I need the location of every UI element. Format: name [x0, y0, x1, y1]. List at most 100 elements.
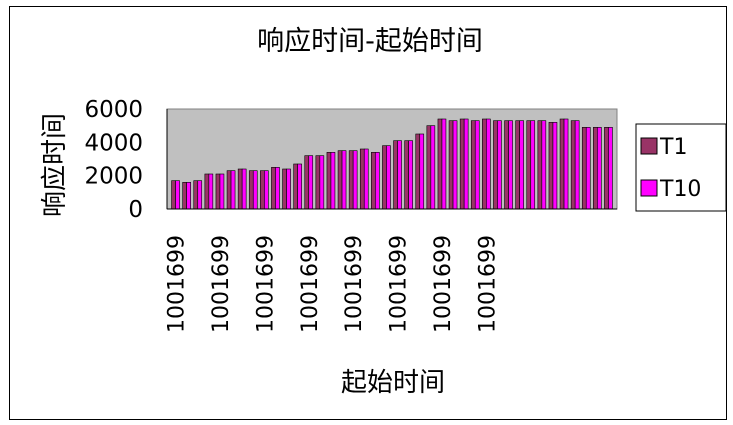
bar-t1-24: [437, 118, 443, 210]
x-tick-label: 1001699: [253, 235, 278, 333]
bar-t10-17: [363, 148, 369, 210]
x-tick-label: 1001699: [431, 235, 456, 333]
y-axis-label: 响应时间: [40, 113, 70, 217]
bar-t10-2: [197, 180, 203, 210]
bar-t1-3: [204, 173, 210, 210]
bar-t1-9: [271, 167, 276, 210]
bar-t1-38: [593, 127, 598, 210]
bar-t1-34: [548, 122, 554, 210]
y-tick-label: 2000: [84, 164, 143, 190]
y-tick-label: 6000: [84, 97, 143, 123]
bar-t1-13: [315, 155, 321, 210]
bar-t1-30: [504, 120, 509, 210]
x-tick-labels: 1001699 1001699 1001699 1001699 1001699 10016…: [165, 235, 501, 333]
y-tick-label: 0: [128, 197, 143, 223]
bar-t10-12: [308, 155, 314, 210]
bar-t10-25: [452, 120, 458, 210]
bar-t1-2: [193, 180, 199, 210]
x-tick-label: 1001699: [387, 235, 412, 333]
x-tick-label: 1001699: [165, 235, 190, 333]
bar-t10-7: [252, 170, 258, 210]
bar-t10-33: [541, 120, 547, 210]
bar-t10-18: [375, 152, 380, 210]
bar-t10-31: [519, 120, 524, 210]
bar-t1-1: [182, 182, 187, 210]
bar-t1-33: [537, 120, 543, 210]
bar-t10-10: [286, 168, 291, 210]
bar-t10-23: [430, 125, 436, 210]
bar-t1-22: [415, 133, 421, 210]
bar-t1-36: [570, 120, 576, 210]
bar-t10-39: [608, 127, 613, 210]
bar-t10-34: [552, 122, 558, 210]
bar-t10-5: [230, 170, 236, 210]
bar-t1-20: [393, 140, 398, 210]
legend-label-t1: T1: [659, 135, 687, 160]
chart-title: 响应时间-起始时间: [257, 26, 483, 57]
bar-t1-31: [515, 120, 520, 210]
bar-t10-37: [585, 127, 591, 210]
bar-t10-36: [574, 120, 580, 210]
bars-group: [171, 118, 613, 210]
x-tick-label: 1001699: [342, 235, 367, 333]
bar-t10-4: [219, 173, 225, 210]
bar-t10-38: [597, 127, 602, 210]
bar-t1-35: [559, 118, 565, 210]
bar-t10-29: [497, 120, 502, 210]
bar-t1-14: [326, 152, 332, 210]
x-tick-label: 1001699: [209, 235, 234, 333]
bar-t1-23: [426, 125, 432, 210]
bar-t1-21: [404, 140, 409, 210]
bar-t10-9: [275, 167, 280, 210]
bar-t1-27: [470, 120, 476, 210]
bar-t1-6: [237, 168, 243, 210]
bar-t10-21: [408, 140, 413, 210]
legend-swatch-t10: [640, 179, 658, 197]
bar-t10-14: [330, 152, 336, 210]
bar-t1-4: [215, 173, 221, 210]
bar-t1-12: [304, 155, 310, 210]
bar-t1-28: [482, 118, 487, 210]
y-tick-label: 4000: [84, 130, 143, 156]
chart-frame: [9, 6, 727, 420]
legend-label-t10: T10: [659, 177, 701, 202]
bar-t10-27: [474, 120, 480, 210]
bar-t1-32: [526, 120, 532, 210]
bar-t1-16: [348, 150, 354, 210]
bar-t10-6: [241, 168, 247, 210]
bar-t1-5: [226, 170, 232, 210]
bar-t10-19: [386, 145, 391, 210]
bar-t10-1: [186, 182, 191, 210]
bar-t10-13: [319, 155, 325, 210]
bar-t1-10: [282, 168, 287, 210]
bar-t10-16: [352, 150, 358, 210]
x-tick-label: 1001699: [475, 235, 500, 333]
y-tick-labels: 0 2000 4000 6000: [84, 97, 143, 223]
legend-swatch-t1: [640, 137, 658, 155]
bar-t10-11: [297, 163, 302, 210]
bar-t10-24: [441, 118, 447, 210]
bar-t1-37: [581, 127, 587, 210]
bar-t10-28: [486, 118, 491, 210]
bar-t1-15: [337, 150, 343, 210]
bar-t10-30: [508, 120, 513, 210]
bar-t1-26: [459, 118, 465, 210]
bar-t10-15: [341, 150, 347, 210]
bar-t1-7: [248, 170, 254, 210]
bar-t1-29: [493, 120, 498, 210]
bar-t10-35: [563, 118, 569, 210]
bar-t1-19: [382, 145, 387, 210]
bar-t1-11: [293, 163, 298, 210]
bar-t10-32: [530, 120, 536, 210]
bar-t10-26: [463, 118, 469, 210]
bar-t1-8: [260, 170, 265, 210]
bar-t1-39: [604, 127, 609, 210]
bar-t10-22: [419, 133, 425, 210]
bar-t10-0: [175, 180, 180, 210]
bar-t1-18: [371, 152, 376, 210]
bar-t10-8: [264, 170, 269, 210]
bar-t1-17: [359, 148, 365, 210]
bar-t1-0: [171, 180, 176, 210]
legend: T1 T10: [635, 123, 727, 212]
